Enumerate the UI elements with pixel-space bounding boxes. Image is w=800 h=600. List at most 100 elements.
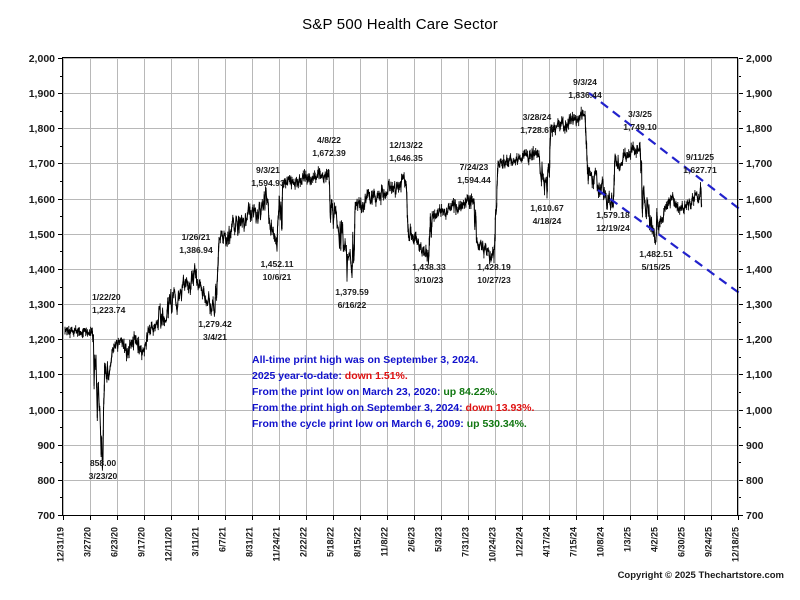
y-tick-label: 1,500 xyxy=(746,229,772,241)
y-tick-label: 2,000 xyxy=(29,53,55,65)
point-label-bottom: 1,594.93 xyxy=(251,178,285,188)
point-label-top: 1,438.33 xyxy=(412,262,446,272)
point-label-bottom: 1,386.94 xyxy=(179,245,213,255)
annotation-block: All-time print high was on September 3, … xyxy=(252,352,534,432)
x-tick-label: 9/24/25 xyxy=(704,527,714,557)
point-label: 1,379.59 6/16/22 xyxy=(335,287,369,310)
point-label-top: 1,579.18 xyxy=(596,210,630,220)
x-tick-label: 1/3/25 xyxy=(623,527,633,552)
y-axis-labels-right: 700 800 900 1,000 1,100 1,200 1,300 1,400 1,500 1… xyxy=(746,53,772,522)
point-label-top: 1,279.42 xyxy=(198,319,232,329)
x-tick-label: 7/15/24 xyxy=(569,527,579,557)
point-label: 858.00 3/23/20 xyxy=(89,458,118,481)
price-bars xyxy=(64,106,703,471)
annotation-line-3-value: up 84.22%. xyxy=(443,386,498,398)
point-label-top: 1,452.11 xyxy=(261,259,294,269)
y-tick-label: 800 xyxy=(746,475,764,487)
point-label: 3/28/24 1,728.67 xyxy=(520,112,554,135)
copyright-notice: Copyright © 2025 Thechartstore.com xyxy=(618,570,784,581)
y-tick-label: 2,000 xyxy=(746,53,772,65)
y-tick-label: 900 xyxy=(37,440,55,452)
y-tick-label: 700 xyxy=(37,510,55,522)
plot-border xyxy=(62,57,738,516)
y-tick-label: 1,000 xyxy=(746,405,772,417)
x-tick-label: 12/31/19 xyxy=(56,527,66,562)
y-tick-label: 1,700 xyxy=(746,158,772,170)
point-label-bottom: 1,627.71 xyxy=(683,165,717,175)
y-axis-labels-left: 700 800 900 1,000 1,100 1,200 1,300 1,400 1,500 1… xyxy=(29,53,55,522)
x-tick-label: 3/27/20 xyxy=(83,527,93,557)
x-tick-label: 4/2/25 xyxy=(650,527,660,552)
annotation-line-3-label: From the print low on March 23, 2020: xyxy=(252,386,441,398)
x-tick-label: 6/30/25 xyxy=(677,527,687,557)
y-tick-label: 1,200 xyxy=(29,334,55,346)
upper-downtrend xyxy=(588,92,743,212)
x-tick-label: 12/11/20 xyxy=(164,527,174,562)
x-tick-label: 3/11/21 xyxy=(191,527,201,557)
point-label-top: 3/3/25 xyxy=(628,109,652,119)
point-label: 9/3/21 1,594.93 xyxy=(251,165,285,188)
annotation-line-5-label: From the cycle print low on March 6, 200… xyxy=(252,418,464,430)
y-tick-label: 1,600 xyxy=(29,194,55,206)
x-tick-label: 5/18/22 xyxy=(326,527,336,557)
point-labels: 1/22/20 1,223.74 858.00 3/23/20 1/26/21 1,386… xyxy=(89,77,717,481)
point-label: 1,482.51 5/15/25 xyxy=(639,249,673,272)
annotation-line-4: From the print high on September 3, 2024… xyxy=(252,400,534,416)
point-label-bottom: 1,749.10 xyxy=(623,122,657,132)
y-tick-label: 1,900 xyxy=(746,88,772,100)
point-label: 9/11/25 1,627.71 xyxy=(683,152,717,175)
y-tick-label: 1,900 xyxy=(29,88,55,100)
y-tick-label: 1,800 xyxy=(29,123,55,135)
y-tick-label: 1,300 xyxy=(746,299,772,311)
point-label-top: 9/11/25 xyxy=(686,152,714,162)
point-label: 1/26/21 1,386.94 xyxy=(179,232,213,255)
y-tick-label: 800 xyxy=(37,475,55,487)
point-label-bottom: 3/10/23 xyxy=(415,275,444,285)
point-label-bottom: 1,646.35 xyxy=(389,153,423,163)
point-label-top: 9/3/21 xyxy=(256,165,280,175)
annotation-line-4-label: From the print high on September 3, 2024… xyxy=(252,402,463,414)
point-label-bottom: 3/23/20 xyxy=(89,471,118,481)
y-tick-label: 700 xyxy=(746,510,764,522)
y-tick-label: 900 xyxy=(746,440,764,452)
price-series xyxy=(64,106,703,471)
point-label-bottom: 1,223.74 xyxy=(92,305,126,315)
point-label-bottom: 5/15/25 xyxy=(642,262,671,272)
x-tick-label: 1/22/24 xyxy=(515,527,525,557)
point-label-top: 1/26/21 xyxy=(182,232,211,242)
x-tick-label: 11/24/21 xyxy=(272,527,282,562)
point-label-top: 9/3/24 xyxy=(573,77,597,87)
point-label: 1,610.67 4/18/24 xyxy=(530,203,564,226)
y-tick-label: 1,600 xyxy=(746,194,772,206)
copyright-text: Copyright © 2025 Thechartstore.com xyxy=(617,570,784,581)
point-label-top: 1/22/20 xyxy=(92,292,121,302)
x-tick-label: 10/8/24 xyxy=(596,527,606,557)
y-tick-label: 1,200 xyxy=(746,334,772,346)
trendlines xyxy=(588,92,743,296)
point-label-bottom: 6/16/22 xyxy=(338,300,367,310)
point-label-bottom: 1,672.39 xyxy=(312,148,346,158)
x-tick-label: 10/24/23 xyxy=(488,527,498,562)
annotation-line-5: From the cycle print low on March 6, 200… xyxy=(252,416,534,432)
x-tick-label: 8/31/21 xyxy=(245,527,255,557)
y-tick-label: 1,100 xyxy=(29,369,55,381)
annotation-line-5-value: up 530.34%. xyxy=(466,418,527,430)
x-tick-label: 6/23/20 xyxy=(110,527,120,557)
x-axis-labels: 12/31/19 3/27/20 6/23/20 9/17/20 12/11/20 3/1… xyxy=(56,527,741,562)
point-label: 3/3/25 1,749.10 xyxy=(623,109,657,132)
grid-layer xyxy=(58,58,743,520)
point-label-top: 12/13/22 xyxy=(389,140,423,150)
annotation-line-3: From the print low on March 23, 2020: up… xyxy=(252,384,534,400)
y-tick-label: 1,800 xyxy=(746,123,772,135)
x-tick-label: 4/17/24 xyxy=(542,527,552,557)
annotation-line-2-label: 2025 year-to-date: xyxy=(252,370,342,382)
point-label-bottom: 3/4/21 xyxy=(203,332,227,342)
annotation-line-2-value: down 1.51%. xyxy=(344,370,408,382)
point-label-top: 1,428.19 xyxy=(477,262,511,272)
point-label-top: 858.00 xyxy=(90,458,117,468)
point-label-bottom: 10/6/21 xyxy=(263,272,292,282)
point-label-bottom: 1,728.67 xyxy=(520,125,554,135)
x-tick-label: 2/6/23 xyxy=(407,527,417,552)
point-label-top: 1,610.67 xyxy=(530,203,564,213)
